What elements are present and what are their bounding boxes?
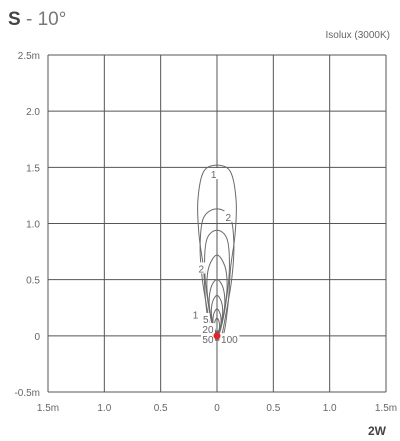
grid: [47, 54, 387, 393]
chart-title: S - 10°: [8, 9, 66, 31]
x-tick-label: 0.5: [154, 403, 168, 414]
x-tick-label: 1.5m: [37, 403, 59, 414]
contour-label-bg: [201, 312, 210, 324]
title-separator: -: [20, 9, 38, 30]
contour-100: [213, 317, 221, 332]
tick-labels: 1.5m 1.0 0.5 0 0.5 1.0 1.5m 2.5m 2.0 1.5 1.0 0.5 0 -0…: [14, 51, 397, 414]
contour-label-2: 2: [225, 213, 231, 224]
y-tick-label: -0.5m: [14, 388, 40, 399]
beam-angle: 10°: [37, 9, 67, 30]
contour-label-5: 5: [203, 315, 209, 326]
contour-label-bg: [200, 333, 215, 345]
contour-label-50: 50: [202, 335, 214, 346]
contour-label-bg: [219, 333, 240, 345]
power-label: 2W: [368, 424, 386, 438]
y-tick-label: 2.5m: [18, 51, 40, 62]
contour-label-2: 2: [198, 264, 204, 275]
x-tick-label: 0: [214, 403, 220, 414]
contour-label-bg: [209, 168, 218, 180]
y-tick-label: 1.5: [26, 163, 40, 174]
x-tick-label: 1.5m: [375, 403, 397, 414]
orientation-letter: S: [8, 9, 21, 30]
y-tick-label: 1.0: [26, 220, 40, 231]
y-tick-label: 0.5: [26, 276, 40, 287]
y-tick-label: 2.0: [26, 107, 40, 118]
contour-label-20: 20: [202, 325, 214, 336]
contour-label-100: 100: [221, 335, 238, 346]
contour-label-bg: [224, 210, 233, 222]
contour-label-bg: [200, 323, 215, 335]
light-source-marker: [213, 332, 221, 340]
chart-subtitle: Isolux (3000K): [325, 30, 390, 41]
y-tick-label: 0: [34, 332, 40, 343]
contour-label-bg: [197, 262, 206, 274]
contour-label-1: 1: [211, 170, 217, 181]
light-source: [213, 332, 221, 340]
contour-label-bg: [191, 308, 200, 320]
x-tick-label: 1.0: [97, 403, 111, 414]
x-tick-label: 0.5: [266, 403, 280, 414]
x-tick-label: 1.0: [323, 403, 337, 414]
contour-label-10: 1: [193, 310, 199, 321]
contour-1: [197, 164, 237, 341]
